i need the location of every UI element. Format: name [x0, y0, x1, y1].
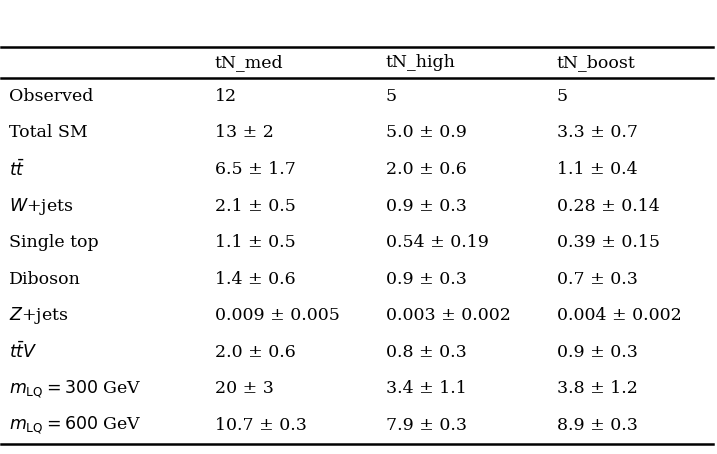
Text: 2.0 ± 0.6: 2.0 ± 0.6	[215, 344, 295, 361]
Text: 2.1 ± 0.5: 2.1 ± 0.5	[215, 197, 296, 215]
Text: $Z$+jets: $Z$+jets	[9, 305, 68, 326]
Text: 5: 5	[386, 88, 397, 105]
Text: $W$+jets: $W$+jets	[9, 196, 73, 217]
Text: 8.9 ± 0.3: 8.9 ± 0.3	[556, 417, 637, 434]
Text: 7.9 ± 0.3: 7.9 ± 0.3	[386, 417, 467, 434]
Text: 1.1 ± 0.5: 1.1 ± 0.5	[215, 234, 295, 251]
Text: 1.4 ± 0.6: 1.4 ± 0.6	[215, 271, 295, 288]
Text: Diboson: Diboson	[9, 271, 80, 288]
Text: 0.009 ± 0.005: 0.009 ± 0.005	[215, 307, 340, 324]
Text: 0.9 ± 0.3: 0.9 ± 0.3	[386, 271, 467, 288]
Text: 5: 5	[556, 88, 568, 105]
Text: 3.3 ± 0.7: 3.3 ± 0.7	[556, 124, 637, 141]
Text: $t\bar{t}$: $t\bar{t}$	[9, 159, 24, 180]
Text: 5.0 ± 0.9: 5.0 ± 0.9	[386, 124, 467, 141]
Text: 2.0 ± 0.6: 2.0 ± 0.6	[386, 161, 467, 178]
Text: $m_{\mathrm{LQ}} = 600$ GeV: $m_{\mathrm{LQ}} = 600$ GeV	[9, 415, 141, 436]
Text: 13 ± 2: 13 ± 2	[215, 124, 274, 141]
Text: Total SM: Total SM	[9, 124, 87, 141]
Text: 0.8 ± 0.3: 0.8 ± 0.3	[386, 344, 467, 361]
Text: 12: 12	[215, 88, 237, 105]
Text: 3.4 ± 1.1: 3.4 ± 1.1	[386, 380, 467, 397]
Text: 10.7 ± 0.3: 10.7 ± 0.3	[215, 417, 307, 434]
Text: $m_{\mathrm{LQ}} = 300$ GeV: $m_{\mathrm{LQ}} = 300$ GeV	[9, 378, 141, 400]
Text: 3.8 ± 1.2: 3.8 ± 1.2	[556, 380, 637, 397]
Text: 0.54 ± 0.19: 0.54 ± 0.19	[386, 234, 488, 251]
Text: tN_boost: tN_boost	[556, 54, 635, 71]
Text: 0.003 ± 0.002: 0.003 ± 0.002	[386, 307, 511, 324]
Text: 0.004 ± 0.002: 0.004 ± 0.002	[556, 307, 681, 324]
Text: 20 ± 3: 20 ± 3	[215, 380, 274, 397]
Text: $t\bar{t}V$: $t\bar{t}V$	[9, 342, 37, 362]
Text: Single top: Single top	[9, 234, 98, 251]
Text: 0.9 ± 0.3: 0.9 ± 0.3	[386, 197, 467, 215]
Text: 6.5 ± 1.7: 6.5 ± 1.7	[215, 161, 296, 178]
Text: 0.9 ± 0.3: 0.9 ± 0.3	[556, 344, 637, 361]
Text: 0.28 ± 0.14: 0.28 ± 0.14	[556, 197, 659, 215]
Text: Observed: Observed	[9, 88, 93, 105]
Text: tN_high: tN_high	[386, 54, 455, 71]
Text: 1.1 ± 0.4: 1.1 ± 0.4	[556, 161, 637, 178]
Text: 0.39 ± 0.15: 0.39 ± 0.15	[556, 234, 660, 251]
Text: 0.7 ± 0.3: 0.7 ± 0.3	[556, 271, 637, 288]
Text: tN_med: tN_med	[215, 54, 283, 71]
